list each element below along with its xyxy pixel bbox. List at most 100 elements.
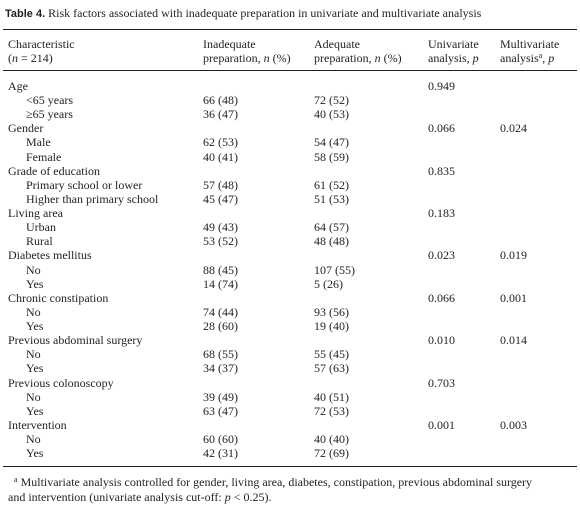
univariate-p: 0.183 (428, 206, 455, 221)
row-label: Male (26, 135, 51, 150)
univariate-p: 0.066 (428, 121, 455, 136)
multivariate-p: 0.003 (500, 417, 527, 432)
row-label: Rural (26, 234, 53, 249)
row-label: Yes (26, 319, 44, 334)
row-label: Yes (26, 276, 44, 291)
row-label: No (26, 347, 41, 362)
row-label: No (26, 304, 41, 319)
adequate-count: 72 (52) (314, 93, 349, 108)
inadequate-count: 74 (44) (203, 304, 238, 319)
adequate-count: 51 (53) (314, 191, 349, 206)
adequate-count: 40 (40) (314, 432, 349, 446)
inadequate-count: 36 (47) (203, 107, 238, 122)
row-label: No (26, 432, 41, 446)
univariate-p: 0.949 (428, 79, 455, 93)
univariate-p: 0.010 (428, 333, 455, 348)
adequate-count: 48 (48) (314, 234, 349, 249)
column-header: analysisa, p (500, 51, 554, 65)
group-name: Living area (8, 206, 63, 221)
column-header: Multivariate (500, 37, 559, 51)
text-segment: preparation, (314, 51, 375, 65)
group-name: Gender (8, 121, 44, 136)
text-segment: p (472, 51, 479, 65)
column-header: Univariate (428, 37, 479, 51)
table-title: Table 4. Risk factors associated with in… (5, 6, 481, 21)
text-segment: analysis (500, 51, 539, 65)
top-rule (3, 29, 577, 30)
row-label: Primary school or lower (26, 177, 143, 192)
adequate-count: 40 (53) (314, 107, 349, 122)
adequate-count: 72 (69) (314, 446, 349, 461)
adequate-count: 55 (45) (314, 347, 349, 362)
text-segment: Characteristic (8, 37, 75, 51)
adequate-count: 93 (56) (314, 304, 349, 319)
adequate-count: 58 (59) (314, 149, 349, 164)
univariate-p: 0.001 (428, 417, 455, 432)
text-segment: , (542, 51, 549, 65)
row-label: No (26, 389, 41, 404)
column-header: Adequate (314, 37, 360, 51)
inadequate-count: 42 (31) (203, 446, 238, 461)
adequate-count: 19 (40) (314, 319, 349, 334)
row-label: Yes (26, 446, 44, 461)
row-label: ≥65 years (26, 107, 73, 122)
group-name: Diabetes mellitus (8, 248, 92, 263)
adequate-count: 72 (53) (314, 403, 349, 418)
adequate-count: 57 (63) (314, 361, 349, 376)
text-segment: preparation, (203, 51, 264, 65)
text-segment: and intervention (univariate analysis cu… (8, 490, 225, 504)
column-header: analysis, p (428, 51, 479, 65)
row-label: Urban (26, 220, 56, 235)
row-label: <65 years (26, 93, 74, 108)
multivariate-p: 0.001 (500, 290, 527, 305)
inadequate-count: 40 (41) (203, 149, 238, 164)
inadequate-count: 68 (55) (203, 347, 238, 362)
inadequate-count: 60 (60) (203, 432, 238, 446)
row-label: Yes (26, 403, 44, 418)
text-segment: = 214) (18, 51, 53, 65)
inadequate-count: 66 (48) (203, 93, 238, 108)
inadequate-count: 39 (49) (203, 389, 238, 404)
multivariate-p: 0.014 (500, 333, 527, 348)
group-name: Previous colonoscopy (8, 375, 114, 390)
inadequate-count: 63 (47) (203, 403, 238, 418)
univariate-p: 0.023 (428, 248, 455, 263)
inadequate-count: 62 (53) (203, 135, 238, 150)
table-caption: Risk factors associated with inadequate … (48, 6, 482, 20)
inadequate-count: 14 (74) (203, 276, 238, 291)
text-segment: (%) (380, 51, 402, 65)
footnote: and intervention (univariate analysis cu… (8, 490, 271, 504)
inadequate-count: 53 (52) (203, 234, 238, 249)
multivariate-p: 0.019 (500, 248, 527, 263)
univariate-p: 0.703 (428, 375, 455, 390)
adequate-count: 64 (57) (314, 220, 349, 235)
text-segment: ( (8, 51, 12, 65)
univariate-p: 0.835 (428, 163, 455, 178)
inadequate-count: 45 (47) (203, 191, 238, 206)
row-label: Higher than primary school (26, 191, 159, 206)
group-name: Intervention (8, 417, 67, 432)
text-segment: p (548, 51, 555, 65)
text-segment: analysis, (428, 51, 473, 65)
inadequate-count: 49 (43) (203, 220, 238, 235)
text-segment: Multivariate (500, 37, 560, 51)
column-header: Characteristic (8, 37, 75, 51)
adequate-count: 107 (55) (314, 262, 355, 277)
footnote: a Multivariate analysis controlled for g… (14, 475, 532, 489)
text-segment: Inadequate (203, 37, 256, 51)
inadequate-count: 34 (37) (203, 361, 238, 376)
adequate-count: 61 (52) (314, 177, 349, 192)
column-header: Inadequate (203, 37, 256, 51)
table-label: Table 4. (5, 8, 46, 20)
group-name: Grade of education (8, 163, 100, 178)
univariate-p: 0.066 (428, 290, 455, 305)
column-header: preparation, n (%) (314, 51, 402, 65)
text-segment: (%) (269, 51, 291, 65)
column-header: preparation, n (%) (203, 51, 291, 65)
inadequate-count: 57 (48) (203, 177, 238, 192)
text-segment: < 0.25). (230, 490, 272, 504)
group-name: Age (8, 79, 28, 93)
text-segment: Adequate (314, 37, 360, 51)
group-name: Chronic constipation (8, 290, 109, 305)
